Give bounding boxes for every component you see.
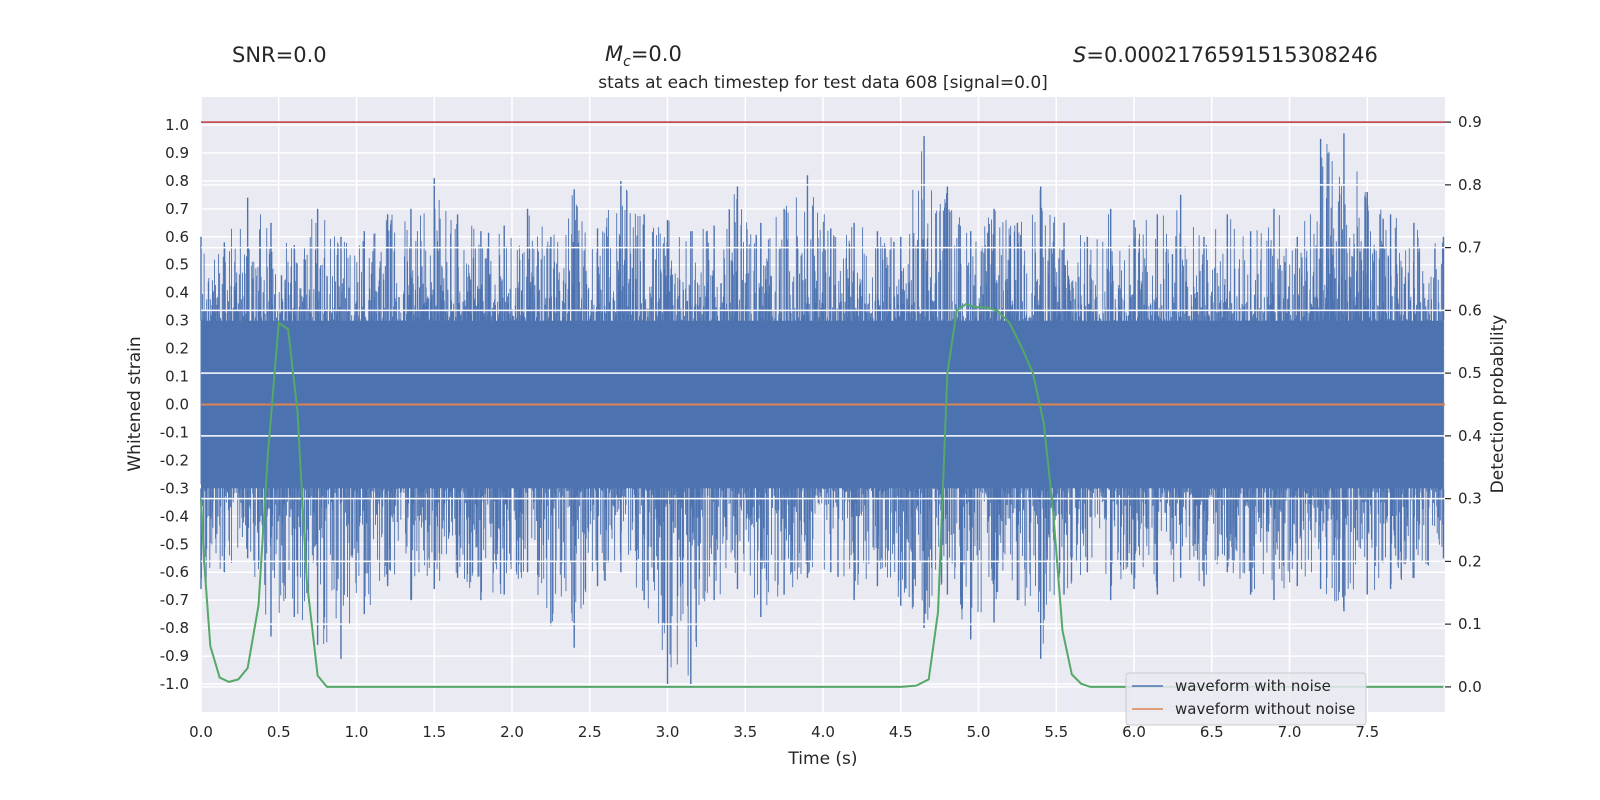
y-tick-label: 1.0 bbox=[165, 116, 189, 134]
y2-tick-label: 0.1 bbox=[1458, 615, 1482, 633]
y2-axis-title: Detection probability bbox=[1488, 315, 1508, 494]
legend: waveform with noise waveform without noi… bbox=[1125, 672, 1367, 726]
y-tick-label: 0.3 bbox=[165, 312, 189, 330]
y2-tick-label: 0.3 bbox=[1458, 490, 1482, 508]
x-tick-label: 3.0 bbox=[656, 723, 680, 741]
x-tick-label: 4.0 bbox=[811, 723, 835, 741]
y2-tick-label: 0.8 bbox=[1458, 176, 1482, 194]
y-tick-label: -1.0 bbox=[160, 675, 189, 693]
y2-tick-label: 0.0 bbox=[1458, 678, 1482, 696]
y-tick-label: -0.5 bbox=[160, 535, 189, 553]
chart-title: stats at each timestep for test data 608… bbox=[598, 73, 1048, 93]
s-stat: S=0.0002176591515308246 bbox=[1073, 43, 1378, 67]
x-tick-label: 4.5 bbox=[889, 723, 913, 741]
y-tick-label: 0.1 bbox=[165, 368, 189, 386]
y-tick-label: -0.7 bbox=[160, 591, 189, 609]
y2-tick-label: 0.5 bbox=[1458, 364, 1482, 382]
y-tick-label: -0.2 bbox=[160, 451, 189, 469]
y-tick-label: 0.2 bbox=[165, 340, 189, 358]
y-tick-label: -0.8 bbox=[160, 619, 189, 637]
x-tick-label: 3.5 bbox=[733, 723, 757, 741]
legend-label-noise: waveform with noise bbox=[1175, 677, 1331, 695]
y-tick-label: 0.6 bbox=[165, 228, 189, 246]
y-tick-label: -0.1 bbox=[160, 423, 189, 441]
x-tick-label: 7.0 bbox=[1278, 723, 1302, 741]
y-tick-label: 0.9 bbox=[165, 144, 189, 162]
y-tick-label: 0.5 bbox=[165, 256, 189, 274]
y-tick-label: -0.6 bbox=[160, 563, 189, 581]
x-axis-ticks: 0.0 0.5 1.0 1.5 2.0 2.5 3.0 3.5 4.0 4.5 5.0 5.5 6.0 6… bbox=[189, 723, 1379, 741]
y-tick-label: -0.9 bbox=[160, 647, 189, 665]
legend-label-clean: waveform without noise bbox=[1175, 700, 1355, 718]
y-axis-title: Whitened strain bbox=[125, 336, 145, 471]
x-tick-label: 5.0 bbox=[967, 723, 991, 741]
y-tick-label: 0.7 bbox=[165, 200, 189, 218]
y2-axis-ticks: 0.9 0.8 0.7 0.6 0.5 0.4 0.3 0.2 0.1 0.0 bbox=[1445, 113, 1482, 696]
y2-tick-label: 0.4 bbox=[1458, 427, 1482, 445]
y-tick-label: 0.4 bbox=[165, 284, 189, 302]
x-tick-label: 6.0 bbox=[1122, 723, 1146, 741]
y2-tick-label: 0.9 bbox=[1458, 113, 1482, 131]
y-axis-ticks: 1.0 0.9 0.8 0.7 0.6 0.5 0.4 0.3 0.2 0.1 0.0 -0.1 -0.… bbox=[160, 116, 189, 693]
overlay-series bbox=[200, 121, 1445, 688]
y-tick-label: -0.3 bbox=[160, 479, 189, 497]
x-tick-label: 1.0 bbox=[345, 723, 369, 741]
x-tick-label: 0.0 bbox=[189, 723, 213, 741]
y-tick-label: 0.0 bbox=[165, 396, 189, 414]
y-tick-label: 0.8 bbox=[165, 172, 189, 190]
x-tick-label: 2.0 bbox=[500, 723, 524, 741]
x-tick-label: 6.5 bbox=[1200, 723, 1224, 741]
x-tick-label: 2.5 bbox=[578, 723, 602, 741]
snr-stat: SNR=0.0 bbox=[232, 43, 327, 67]
y2-tick-label: 0.2 bbox=[1458, 552, 1482, 570]
chirp-mass-stat: Mc=0.0 bbox=[605, 42, 682, 70]
x-tick-label: 1.5 bbox=[422, 723, 446, 741]
y-tick-label: -0.4 bbox=[160, 507, 189, 525]
x-tick-label: 7.5 bbox=[1355, 723, 1379, 741]
y2-tick-label: 0.6 bbox=[1458, 301, 1482, 319]
x-tick-label: 5.5 bbox=[1044, 723, 1068, 741]
detection-probability-line bbox=[200, 302, 1444, 688]
x-tick-label: 0.5 bbox=[267, 723, 291, 741]
legend-box bbox=[1125, 672, 1367, 726]
y2-tick-label: 0.7 bbox=[1458, 239, 1482, 257]
x-axis-title: Time (s) bbox=[787, 749, 857, 769]
